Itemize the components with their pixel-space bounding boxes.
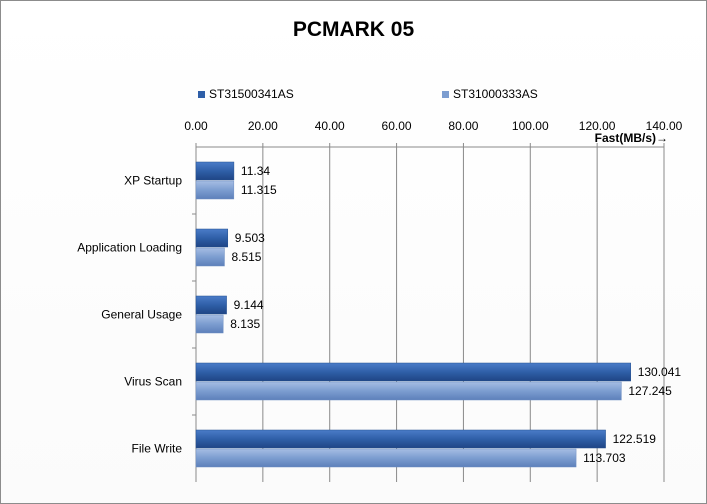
- bar-st31500341as: [195, 295, 227, 315]
- y-category-label: General Usage: [101, 308, 182, 322]
- legend-label-series-2: ST31000333AS: [453, 87, 538, 101]
- x-tick-label: 80.00: [448, 119, 478, 133]
- x-axis-label: Fast(MB/s)→: [595, 131, 668, 145]
- bar-st31000333as: [195, 180, 235, 200]
- x-tick-label: 60.00: [382, 119, 412, 133]
- data-label: 9.144: [234, 298, 264, 312]
- x-tick-label: 120.00: [579, 119, 616, 133]
- legend-item-series-2: ST31000333AS: [442, 87, 538, 101]
- bar-st31000333as: [195, 448, 577, 468]
- data-label: 11.34: [241, 164, 270, 178]
- bar-st31500341as: [195, 228, 229, 248]
- data-label: 122.519: [613, 432, 657, 446]
- data-label: 8.515: [231, 250, 261, 264]
- data-label: 130.041: [638, 365, 682, 379]
- data-label: 11.315: [241, 183, 277, 197]
- x-tick-label: 20.00: [248, 119, 278, 133]
- bar-st31500341as: [195, 429, 606, 449]
- y-category-label: File Write: [132, 442, 183, 456]
- x-tick-label: 40.00: [315, 119, 345, 133]
- data-label: 8.135: [230, 317, 260, 331]
- x-tick-label: 140.00: [646, 119, 683, 133]
- legend-label-series-1: ST31500341AS: [209, 87, 294, 101]
- legend-swatch-series-2: [442, 90, 449, 98]
- data-label: 127.245: [628, 384, 672, 398]
- x-tick-label: 0.00: [184, 119, 208, 133]
- data-label: 113.703: [583, 451, 626, 465]
- bar-st31000333as: [195, 381, 622, 401]
- bar-st31500341as: [195, 161, 235, 181]
- chart-title: PCMARK 05: [292, 18, 415, 41]
- y-category-label: Virus Scan: [124, 375, 182, 389]
- y-category-label: XP Startup: [124, 174, 182, 188]
- bar-st31000333as: [195, 247, 225, 267]
- legend-item-series-1: ST31500341AS: [198, 87, 294, 101]
- x-tick-label: 100.00: [512, 119, 549, 133]
- bar-st31500341as: [195, 362, 631, 382]
- y-category-label: Application Loading: [77, 241, 182, 255]
- data-label: 9.503: [235, 231, 265, 245]
- bar-st31000333as: [195, 314, 224, 334]
- legend-swatch-series-1: [198, 90, 205, 98]
